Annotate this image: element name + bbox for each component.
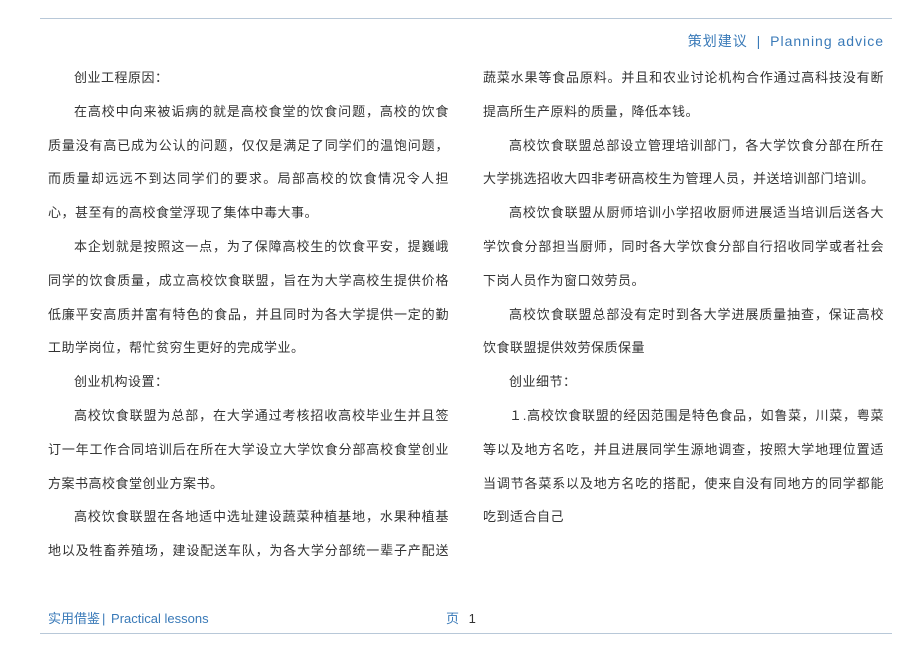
footer-title-cn: 实用借鉴 [48,611,100,626]
page-number: 页 1 [446,608,476,627]
paragraph: 创业机构设置： [48,365,449,399]
paragraph: 高校饮食联盟从厨师培训小学招收厨师进展适当培训后送各大学饮食分部担当厨师，同时各… [483,196,884,297]
paragraph: 高校饮食联盟总部设立管理培训部门，各大学饮食分部在所在大学挑选招收大四非考研高校… [483,129,884,197]
footer-title-en: Practical lessons [111,611,209,626]
paragraph: 在高校中向来被诟病的就是高校食堂的饮食问题，高校的饮食质量没有高已成为公认的问题… [48,95,449,230]
paragraph: 高校饮食联盟为总部，在大学通过考核招收高校毕业生并且签订一年工作合同培训后在所在… [48,399,449,500]
header-title-en: Planning advice [770,33,884,49]
page-num: 1 [469,611,476,626]
paragraph: 高校饮食联盟总部没有定时到各大学进展质量抽查，保证高校饮食联盟提供效劳保质保量 [483,298,884,366]
page-label: 页 [446,611,459,626]
page-frame: 策划建议 | Planning advice 创业工程原因： 在高校中向来被诟病… [40,18,892,634]
paragraph: 本企划就是按照这一点，为了保障高校生的饮食平安，提巍峨同学的饮食质量，成立高校饮… [48,230,449,365]
footer-separator: | [102,611,105,626]
paragraph: 创业细节： [483,365,884,399]
page-footer: 实用借鉴| Practical lessons 页 1 [48,608,884,627]
body-columns: 创业工程原因： 在高校中向来被诟病的就是高校食堂的饮食问题，高校的饮食质量没有高… [40,61,892,591]
footer-left: 实用借鉴| Practical lessons [48,611,209,626]
page-header: 策划建议 | Planning advice [40,27,892,61]
paragraph: 创业工程原因： [48,61,449,95]
paragraph: １.高校饮食联盟的经因范围是特色食品，如鲁菜，川菜，粤菜等以及地方名吃，并且进展… [483,399,884,534]
header-separator: | [757,33,762,49]
header-title-cn: 策划建议 [688,33,748,49]
